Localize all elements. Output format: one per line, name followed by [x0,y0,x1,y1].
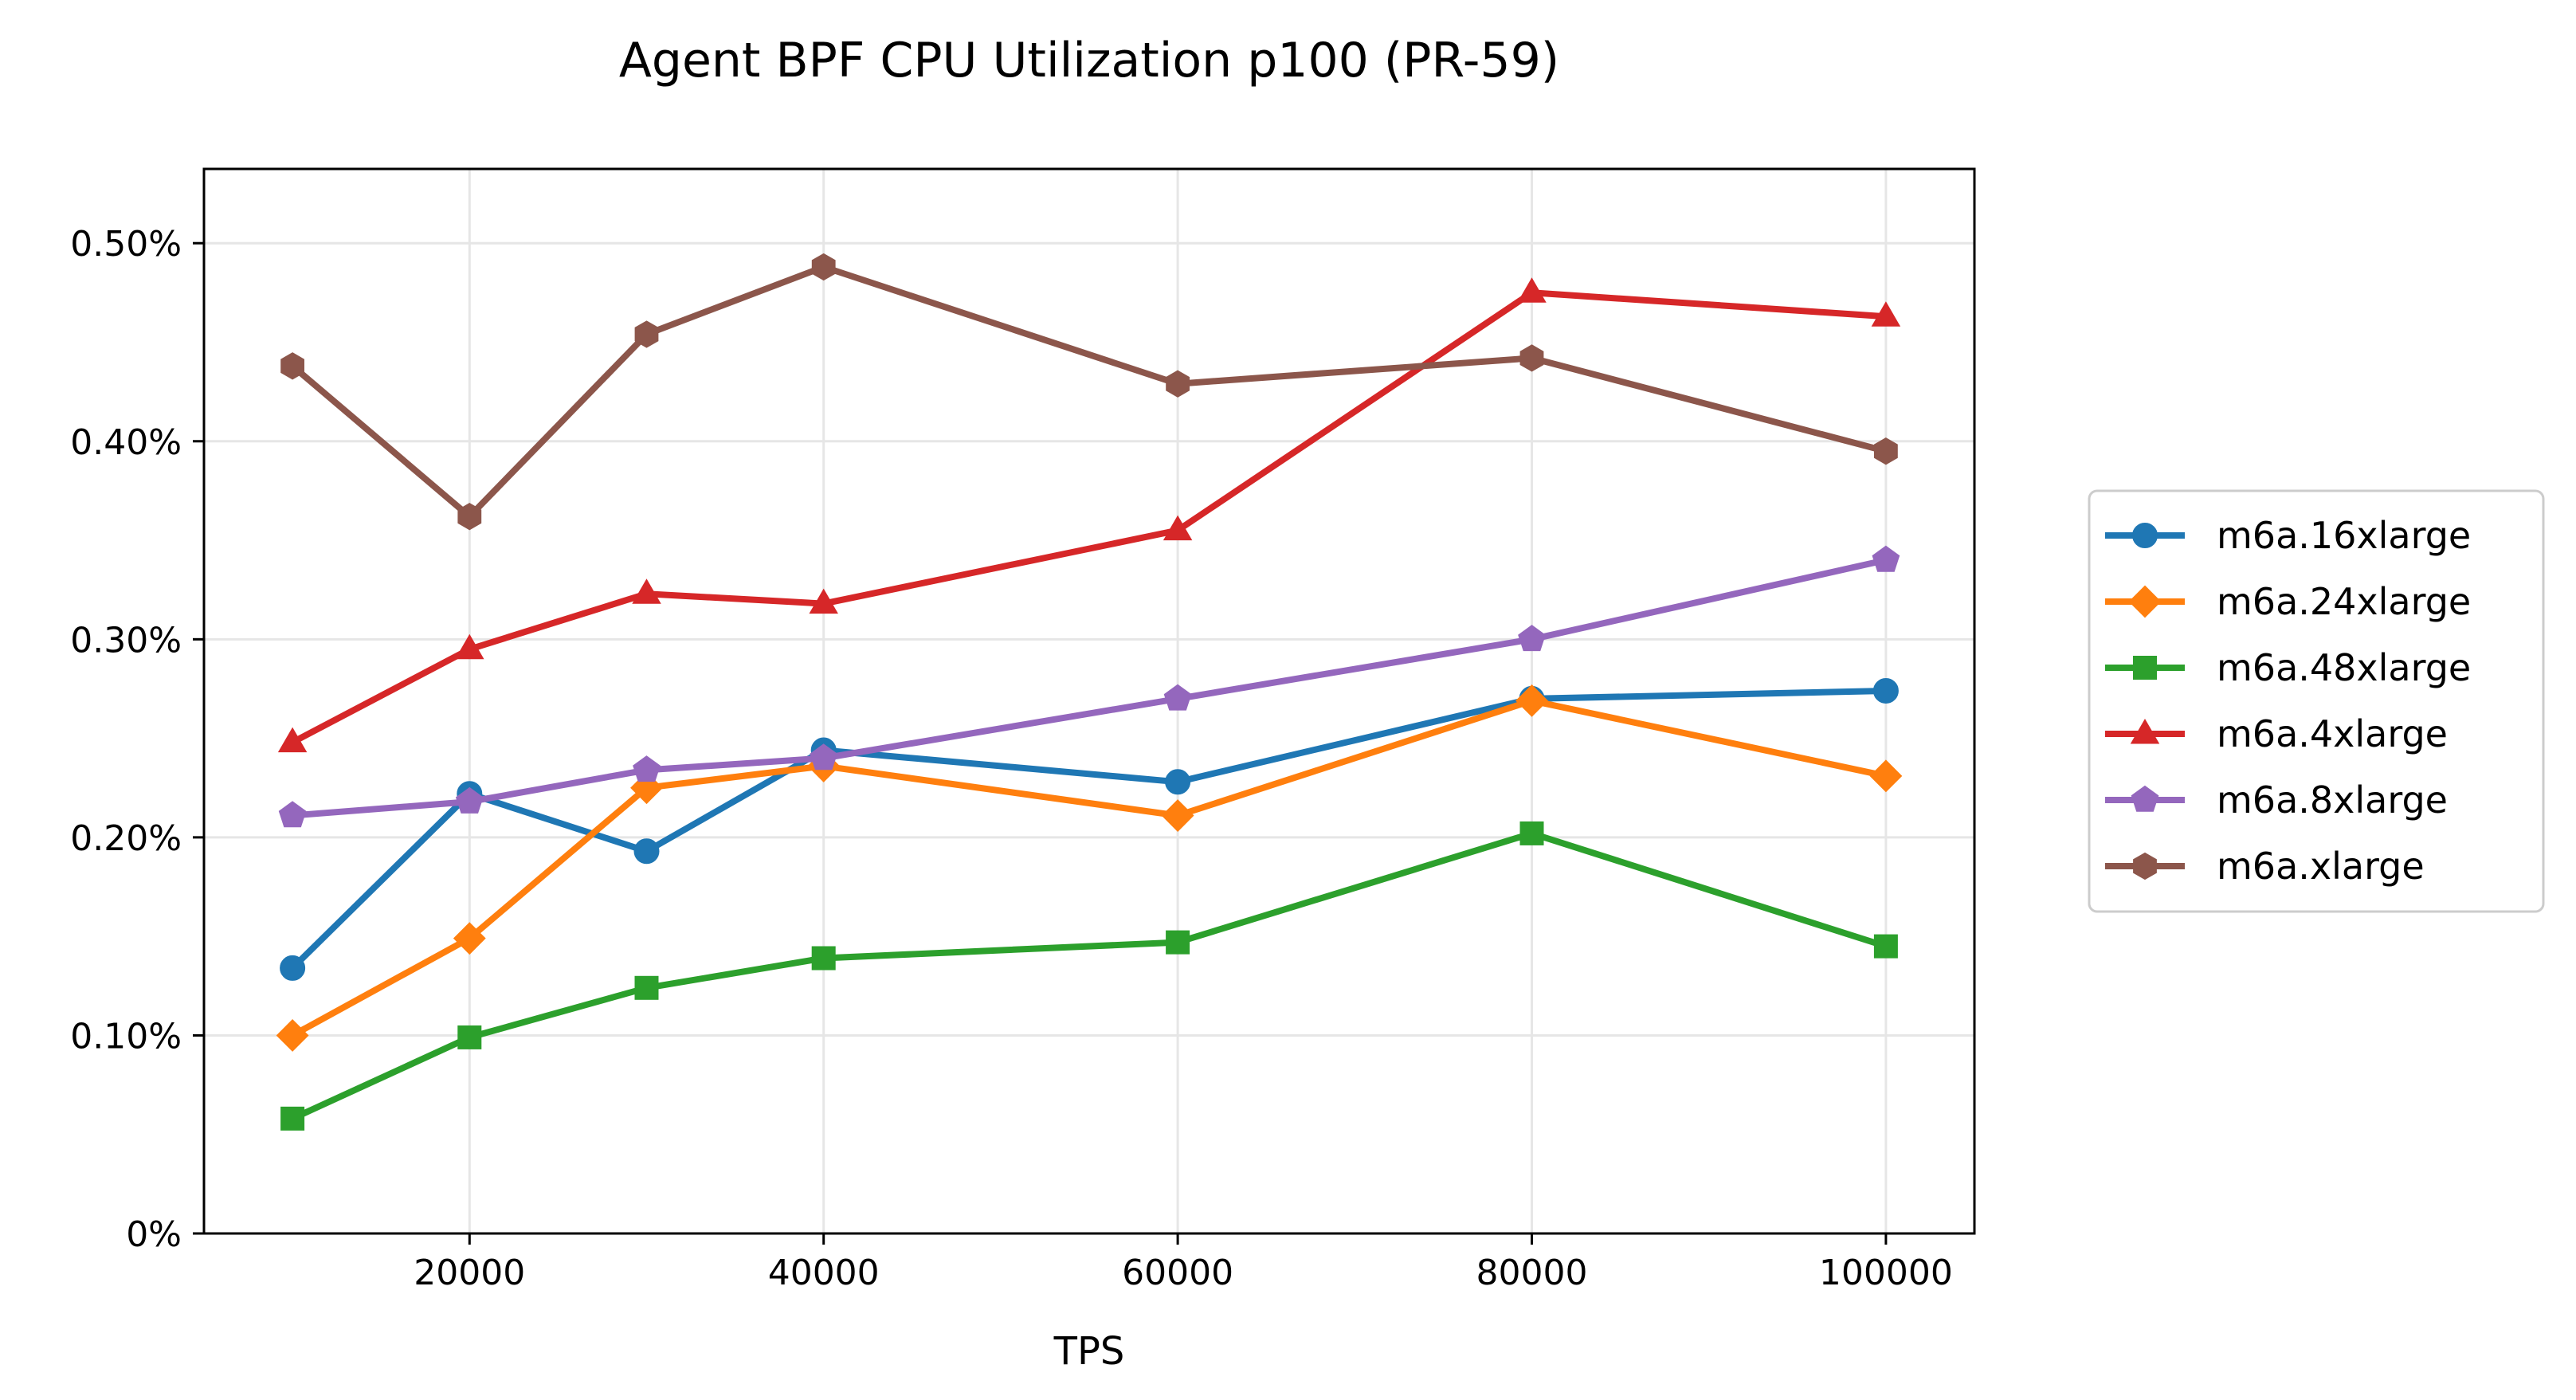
legend-marker-m6a-24xlarge [2128,585,2162,618]
data-point-m6a-4xlarge [1163,515,1193,541]
x-tick-label: 100000 [1819,1253,1953,1293]
legend-label: m6a.16xlarge [2217,514,2471,557]
x-axis: 20000 40000 60000 80000 100000 [414,1233,1953,1293]
data-point-m6a-48xlarge [280,1106,305,1131]
data-point-m6a-16xlarge [1165,769,1191,795]
data-point-m6a-8xlarge [1163,684,1192,711]
legend-marker-m6a-4xlarge [2130,719,2160,744]
plot-frame [202,167,1976,1235]
x-tick-label: 80000 [1476,1253,1588,1293]
data-point-m6a-xlarge [457,503,482,531]
data-point-m6a-24xlarge [1515,684,1548,717]
data-point-m6a-8xlarge [633,755,661,782]
data-point-m6a-24xlarge [1869,759,1903,793]
data-point-m6a-48xlarge [1519,821,1544,845]
y-tick-label: 0.30% [70,620,182,661]
data-point-m6a-24xlarge [453,922,486,955]
data-point-m6a-48xlarge [1166,930,1190,955]
data-point-m6a-xlarge [280,352,304,380]
legend-item-m6a-8xlarge: m6a.8xlarge [2105,778,2448,822]
y-tick-label: 0% [126,1214,182,1255]
legend-label: m6a.8xlarge [2217,778,2448,822]
x-tick-label: 40000 [768,1253,880,1293]
x-axis-label: TPS [1053,1329,1125,1374]
chart-title: Agent BPF CPU Utilization p100 (PR-59) [619,33,1559,88]
legend-marker-m6a-48xlarge [2133,656,2157,680]
series-layer [276,253,1903,1131]
legend-item-m6a-4xlarge: m6a.4xlarge [2105,712,2448,755]
data-point-m6a-48xlarge [1873,934,1898,959]
legend-item-m6a-xlarge: m6a.xlarge [2105,845,2425,888]
data-point-m6a-8xlarge [455,786,484,814]
data-point-m6a-4xlarge [1517,277,1547,303]
data-point-m6a-8xlarge [810,743,838,771]
y-tick-label: 0.20% [70,818,182,859]
data-point-m6a-48xlarge [457,1025,482,1049]
x-tick-label: 20000 [414,1253,525,1293]
y-tick-label: 0.50% [70,224,182,265]
data-point-m6a-8xlarge [278,801,307,828]
data-point-m6a-8xlarge [1872,545,1900,572]
data-point-m6a-xlarge [1519,344,1544,372]
data-point-m6a-4xlarge [632,578,661,604]
legend-item-m6a-24xlarge: m6a.24xlarge [2105,580,2471,623]
data-point-m6a-xlarge [634,320,659,348]
series-m6a-xlarge [280,253,1898,531]
data-point-m6a-16xlarge [280,955,306,981]
data-point-m6a-xlarge [811,253,836,281]
data-point-m6a-16xlarge [633,838,660,865]
data-point-m6a-8xlarge [1518,625,1546,652]
data-point-m6a-24xlarge [276,1019,309,1052]
y-tick-label: 0.40% [70,422,182,463]
legend: m6a.16xlarge m6a.24xlarge m6a.48xlarge m6a.… [2088,489,2545,913]
legend-item-m6a-16xlarge: m6a.16xlarge [2105,514,2471,557]
series-m6a-48xlarge [280,821,1898,1131]
x-tick-label: 60000 [1122,1253,1233,1293]
data-point-m6a-48xlarge [634,975,659,1000]
data-point-m6a-xlarge [1874,437,1898,465]
legend-label: m6a.xlarge [2217,845,2425,888]
legend-label: m6a.4xlarge [2217,712,2448,755]
data-point-m6a-xlarge [1166,370,1190,398]
data-point-m6a-48xlarge [811,946,836,971]
data-point-m6a-24xlarge [1161,799,1194,832]
legend-marker-m6a-16xlarge [2132,523,2158,548]
series-m6a-4xlarge [277,277,1901,753]
y-axis: 0% 0.10% 0.20% 0.30% 0.40% 0.50% [70,224,204,1255]
data-point-m6a-4xlarge [809,588,838,614]
legend-marker-m6a-xlarge [2133,852,2157,880]
legend-label: m6a.24xlarge [2217,580,2471,623]
data-point-m6a-4xlarge [277,727,308,753]
legend-item-m6a-48xlarge: m6a.48xlarge [2105,646,2471,689]
y-tick-label: 0.10% [70,1016,182,1057]
series-m6a-8xlarge [278,545,1900,828]
legend-marker-m6a-8xlarge [2131,785,2159,812]
data-point-m6a-4xlarge [455,633,484,660]
data-point-m6a-16xlarge [1872,677,1899,704]
legend-box [2088,489,2545,913]
data-point-m6a-4xlarge [1871,301,1901,327]
legend-label: m6a.48xlarge [2217,646,2471,689]
